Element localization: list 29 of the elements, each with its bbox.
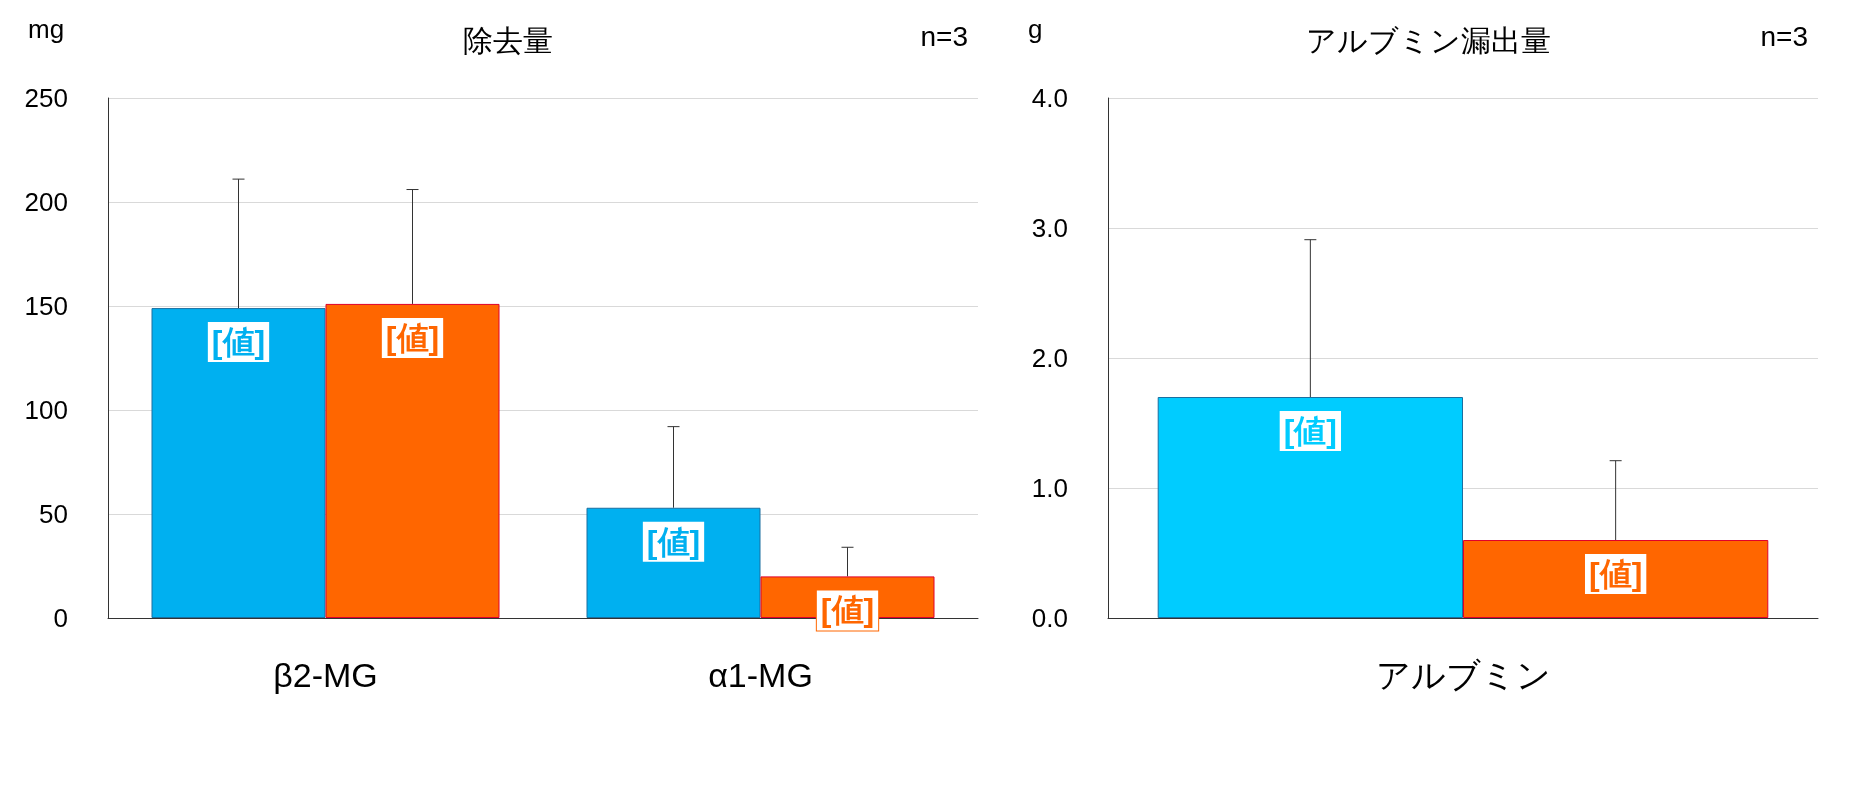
y-tick-label: 250: [24, 83, 68, 113]
y-tick-label: 50: [39, 499, 68, 529]
data-label: [値]: [820, 592, 875, 629]
y-tick-label: 2.0: [1031, 343, 1068, 373]
y-tick-label: 0.0: [1031, 603, 1068, 633]
data-label: [値]: [211, 324, 266, 361]
text: n=3: [920, 20, 968, 52]
y-tick-label: 0: [53, 603, 68, 633]
data-label: [値]: [646, 523, 701, 560]
x-tick-label: β2-MG: [273, 656, 378, 694]
bar: [325, 303, 500, 618]
bar: [151, 308, 326, 618]
chart-title: 除去量: [463, 23, 553, 57]
y-tick-label: 150: [24, 291, 68, 321]
bar: [586, 507, 761, 618]
data-label: [値]: [1588, 556, 1643, 592]
data-label: [値]: [385, 319, 440, 356]
y-axis-title: g: [1028, 14, 1043, 44]
data-label: [値]: [1283, 413, 1338, 449]
chart-title: アルブミン漏出量: [1305, 23, 1551, 57]
x-tick-label: アルブミン: [1375, 656, 1551, 694]
text: n=3: [1760, 20, 1808, 52]
x-tick-label: α1-MG: [708, 656, 813, 694]
y-tick-label: 1.0: [1031, 473, 1068, 503]
y-axis-title: mg: [28, 14, 65, 44]
y-tick-label: 3.0: [1031, 213, 1068, 243]
y-tick-label: 200: [24, 187, 68, 217]
y-tick-label: 4.0: [1031, 83, 1068, 113]
y-tick-label: 100: [24, 395, 68, 425]
